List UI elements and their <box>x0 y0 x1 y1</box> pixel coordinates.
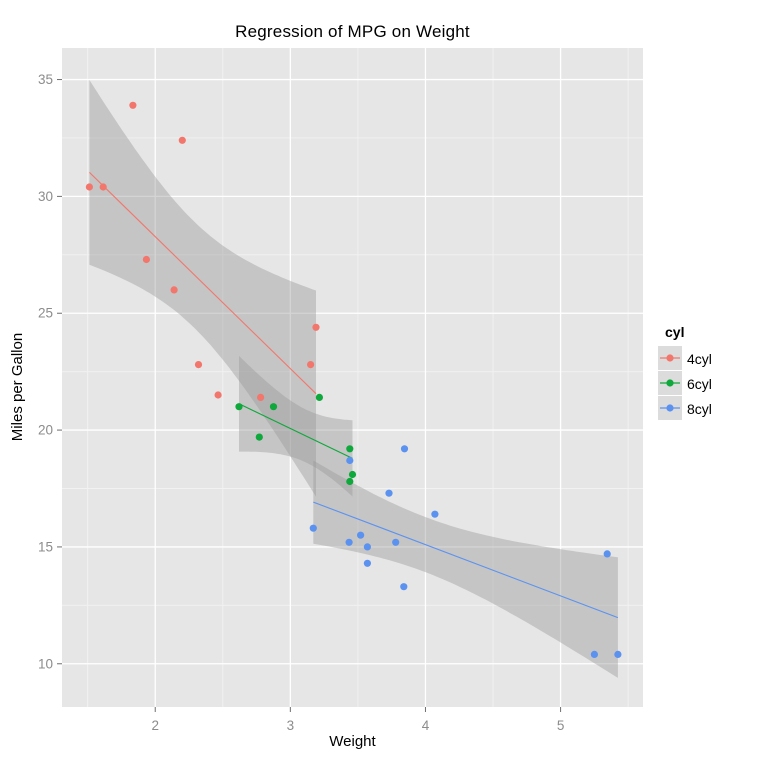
data-point-8cyl <box>385 489 393 497</box>
data-point-4cyl <box>194 361 203 369</box>
legend-label: 6cyl <box>687 375 712 392</box>
regression-line-6cyl <box>238 403 353 459</box>
legend-title: cyl <box>665 324 685 340</box>
legend-item-8cyl: 8cyl <box>658 396 766 421</box>
confidence-band-6cyl <box>239 355 353 497</box>
data-point-4cyl <box>312 323 320 331</box>
data-point-8cyl <box>363 559 371 567</box>
legend-item-4cyl: 4cyl <box>658 346 766 371</box>
data-point-4cyl <box>170 286 178 294</box>
confidence-band-4cyl <box>89 80 317 497</box>
confidence-band-8cyl <box>313 460 618 678</box>
data-point-4cyl <box>99 183 107 191</box>
data-point-8cyl <box>309 524 317 532</box>
legend-key-icon <box>658 346 682 370</box>
data-point-4cyl <box>257 393 265 401</box>
legend-label: 8cyl <box>687 400 712 417</box>
data-point-8cyl <box>400 445 409 453</box>
y-tick-label: 15 <box>38 539 53 554</box>
data-point-4cyl <box>307 361 315 369</box>
data-point-8cyl <box>614 650 622 659</box>
data-point-6cyl <box>348 470 357 479</box>
data-point-4cyl <box>214 391 222 399</box>
data-point-8cyl <box>346 456 354 465</box>
data-point-6cyl <box>269 403 278 411</box>
y-tick-label: 25 <box>38 306 53 321</box>
data-point-6cyl <box>235 403 243 411</box>
data-point-6cyl <box>255 433 263 441</box>
data-point-4cyl <box>142 255 150 264</box>
data-point-8cyl <box>603 550 611 558</box>
data-point-6cyl <box>346 445 354 453</box>
legend-key-glyph <box>660 379 680 387</box>
legend: cyl 4cyl 6cyl 8cyl <box>658 324 766 421</box>
data-point-6cyl <box>315 393 323 401</box>
legend-key-glyph <box>660 354 680 362</box>
x-tick-label: 5 <box>557 718 565 733</box>
data-point-4cyl <box>85 183 93 191</box>
y-tick-label: 10 <box>38 656 53 671</box>
data-point-8cyl <box>431 510 439 518</box>
legend-items: 4cyl 6cyl 8cyl <box>658 346 766 421</box>
data-point-8cyl <box>357 531 365 539</box>
data-point-8cyl <box>345 538 353 546</box>
y-tick-label: 30 <box>38 189 53 204</box>
legend-key-icon <box>658 371 682 395</box>
regression-line-8cyl <box>313 501 619 619</box>
regression-line-4cyl <box>89 171 317 395</box>
chart-title: Regression of MPG on Weight <box>235 22 470 41</box>
plot-panel <box>62 48 643 707</box>
data-point-8cyl <box>392 538 400 546</box>
data-point-4cyl <box>178 136 186 144</box>
x-tick-label: 2 <box>151 718 159 733</box>
data-point-8cyl <box>400 583 408 591</box>
data-point-8cyl <box>590 650 599 659</box>
x-tick-label: 4 <box>422 718 430 733</box>
legend-key-icon <box>658 396 682 420</box>
x-tick-label: 3 <box>287 718 295 733</box>
legend-label: 4cyl <box>687 350 712 367</box>
legend-key-glyph <box>660 404 680 412</box>
y-tick-label: 20 <box>38 423 53 438</box>
legend-item-6cyl: 6cyl <box>658 371 766 396</box>
x-axis-title: Weight <box>329 733 376 750</box>
data-point-6cyl <box>346 477 354 486</box>
y-tick-label: 35 <box>38 72 53 87</box>
data-point-4cyl <box>129 101 137 109</box>
data-point-8cyl <box>363 543 371 551</box>
